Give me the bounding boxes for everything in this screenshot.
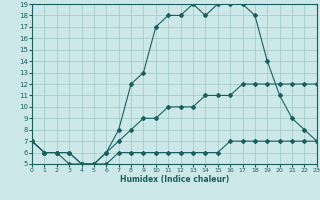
- X-axis label: Humidex (Indice chaleur): Humidex (Indice chaleur): [120, 175, 229, 184]
